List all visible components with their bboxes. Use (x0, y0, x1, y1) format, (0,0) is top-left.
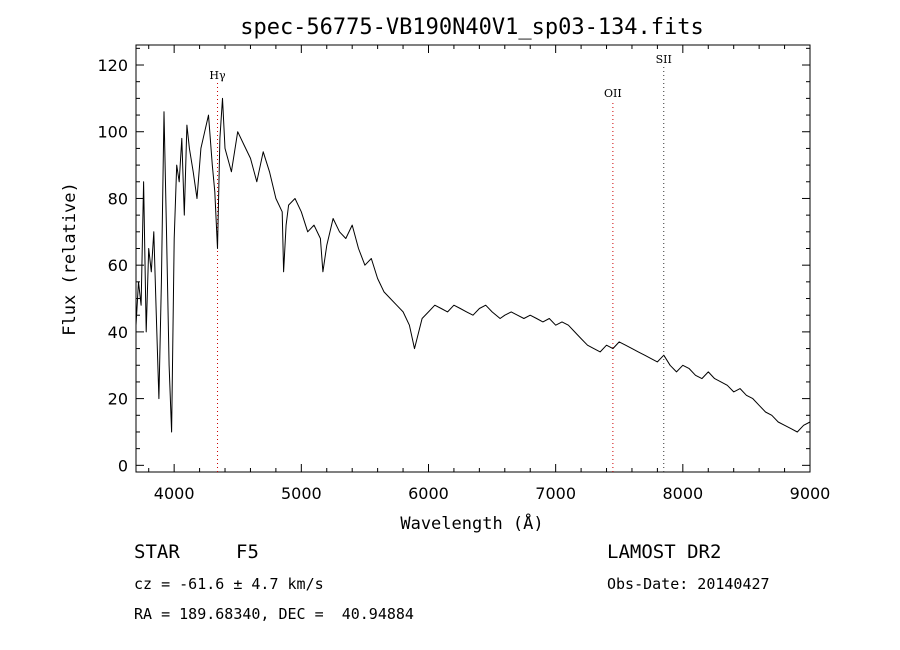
line-marker-label: OII (604, 87, 622, 100)
y-tick-label: 20 (108, 390, 128, 409)
x-axis-label: Wavelength (Å) (400, 512, 543, 534)
coordinates: RA = 189.68340, DEC = 40.94884 (134, 605, 414, 623)
y-tick-label: 0 (118, 456, 128, 475)
y-tick-label: 100 (97, 123, 128, 142)
obs-date: Obs-Date: 20140427 (607, 575, 770, 593)
x-tick-label: 7000 (535, 484, 576, 503)
x-tick-label: 5000 (281, 484, 322, 503)
y-tick-label: 80 (108, 189, 128, 208)
axis-ticks: 4000 5000 6000 7000 8000 9000 0 20 40 60 80 100 120 (97, 45, 830, 503)
x-tick-label: 9000 (790, 484, 831, 503)
y-tick-label: 120 (97, 56, 128, 75)
y-tick-label: 40 (108, 323, 128, 342)
chart-title: spec-56775-VB190N40V1_sp03-134.fits (240, 15, 704, 40)
spectrum-line (135, 97, 811, 433)
y-tick-label: 60 (108, 256, 128, 275)
x-tick-label: 8000 (662, 484, 703, 503)
x-tick-label: 4000 (154, 484, 195, 503)
survey-label: LAMOST DR2 (607, 541, 722, 563)
object-class: STAR (134, 541, 180, 563)
redshift-readout: cz = -61.6 ± 4.7 km/s (134, 575, 324, 593)
spectrum-series (135, 97, 811, 433)
line-marker-label: Hγ (209, 69, 226, 82)
plot-frame (135, 44, 811, 473)
y-axis-label: Flux (relative) (60, 182, 80, 336)
subclass: F5 (236, 541, 259, 563)
spectral-line-markers: Hγ OII SII (209, 53, 672, 472)
line-marker-label: SII (656, 53, 672, 66)
x-tick-label: 6000 (408, 484, 449, 503)
